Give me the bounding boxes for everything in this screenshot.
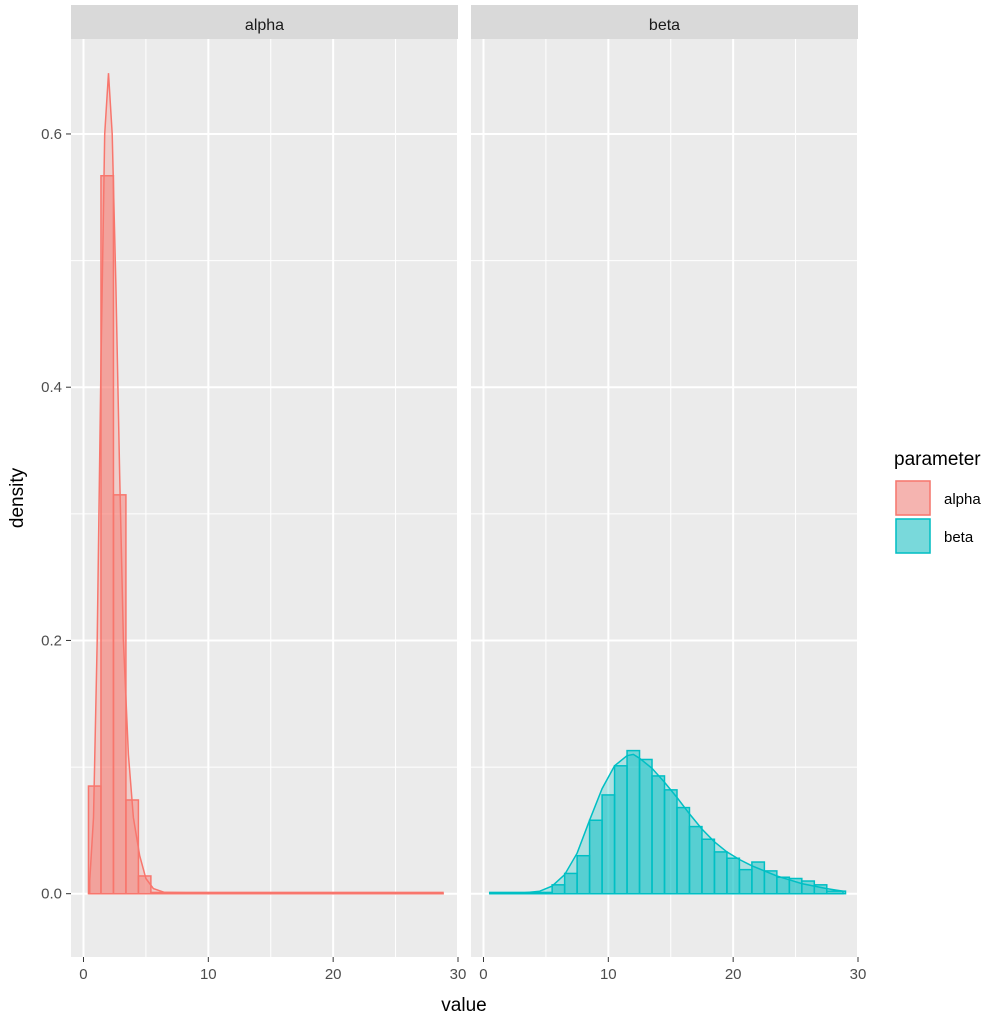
x-tick-label: 30 — [850, 966, 867, 983]
y-axis-title: density — [7, 467, 28, 528]
panel-layer: alpha beta — [71, 5, 859, 957]
facet-panel-beta: beta — [471, 5, 859, 957]
x-tick-label: 0 — [479, 966, 487, 983]
density-curve-alpha — [88, 73, 444, 895]
facet-strip — [471, 5, 858, 39]
x-tick-label: 0 — [79, 966, 87, 983]
y-tick-label: 0.0 — [41, 886, 62, 903]
legend-key-swatch — [895, 480, 931, 516]
legend-title: parameter — [894, 449, 981, 470]
facet-strip — [71, 5, 458, 39]
x-tick-label: 10 — [600, 966, 617, 983]
y-tick-label: 0.2 — [41, 632, 62, 649]
legend-label: alpha — [944, 491, 981, 508]
facet-strip-label: beta — [649, 17, 680, 34]
x-tick-label: 10 — [200, 966, 217, 983]
legend-entry-beta: beta — [895, 518, 974, 554]
legend: parameter alpha beta — [894, 449, 981, 554]
x-tick-label: 30 — [450, 966, 467, 983]
legend-entry-alpha: alpha — [895, 480, 981, 516]
axis-title-layer: value density — [7, 467, 487, 1016]
y-tick-label: 0.4 — [41, 379, 62, 396]
x-tick-label: 20 — [325, 966, 342, 983]
legend-label: beta — [944, 529, 974, 546]
legend-key-swatch — [895, 518, 931, 554]
x-axis-title: value — [441, 995, 486, 1016]
facet-panel-alpha: alpha — [71, 5, 459, 957]
facet-strip-label: alpha — [245, 17, 284, 34]
histogram-bars-beta — [488, 749, 847, 895]
x-tick-label: 20 — [725, 966, 742, 983]
axis-layer: 0 10 20 30 0 10 20 30 0.0 0.2 0.4 0.6 — [41, 126, 866, 983]
y-tick-label: 0.6 — [41, 126, 62, 143]
density-curve-beta — [489, 753, 844, 895]
